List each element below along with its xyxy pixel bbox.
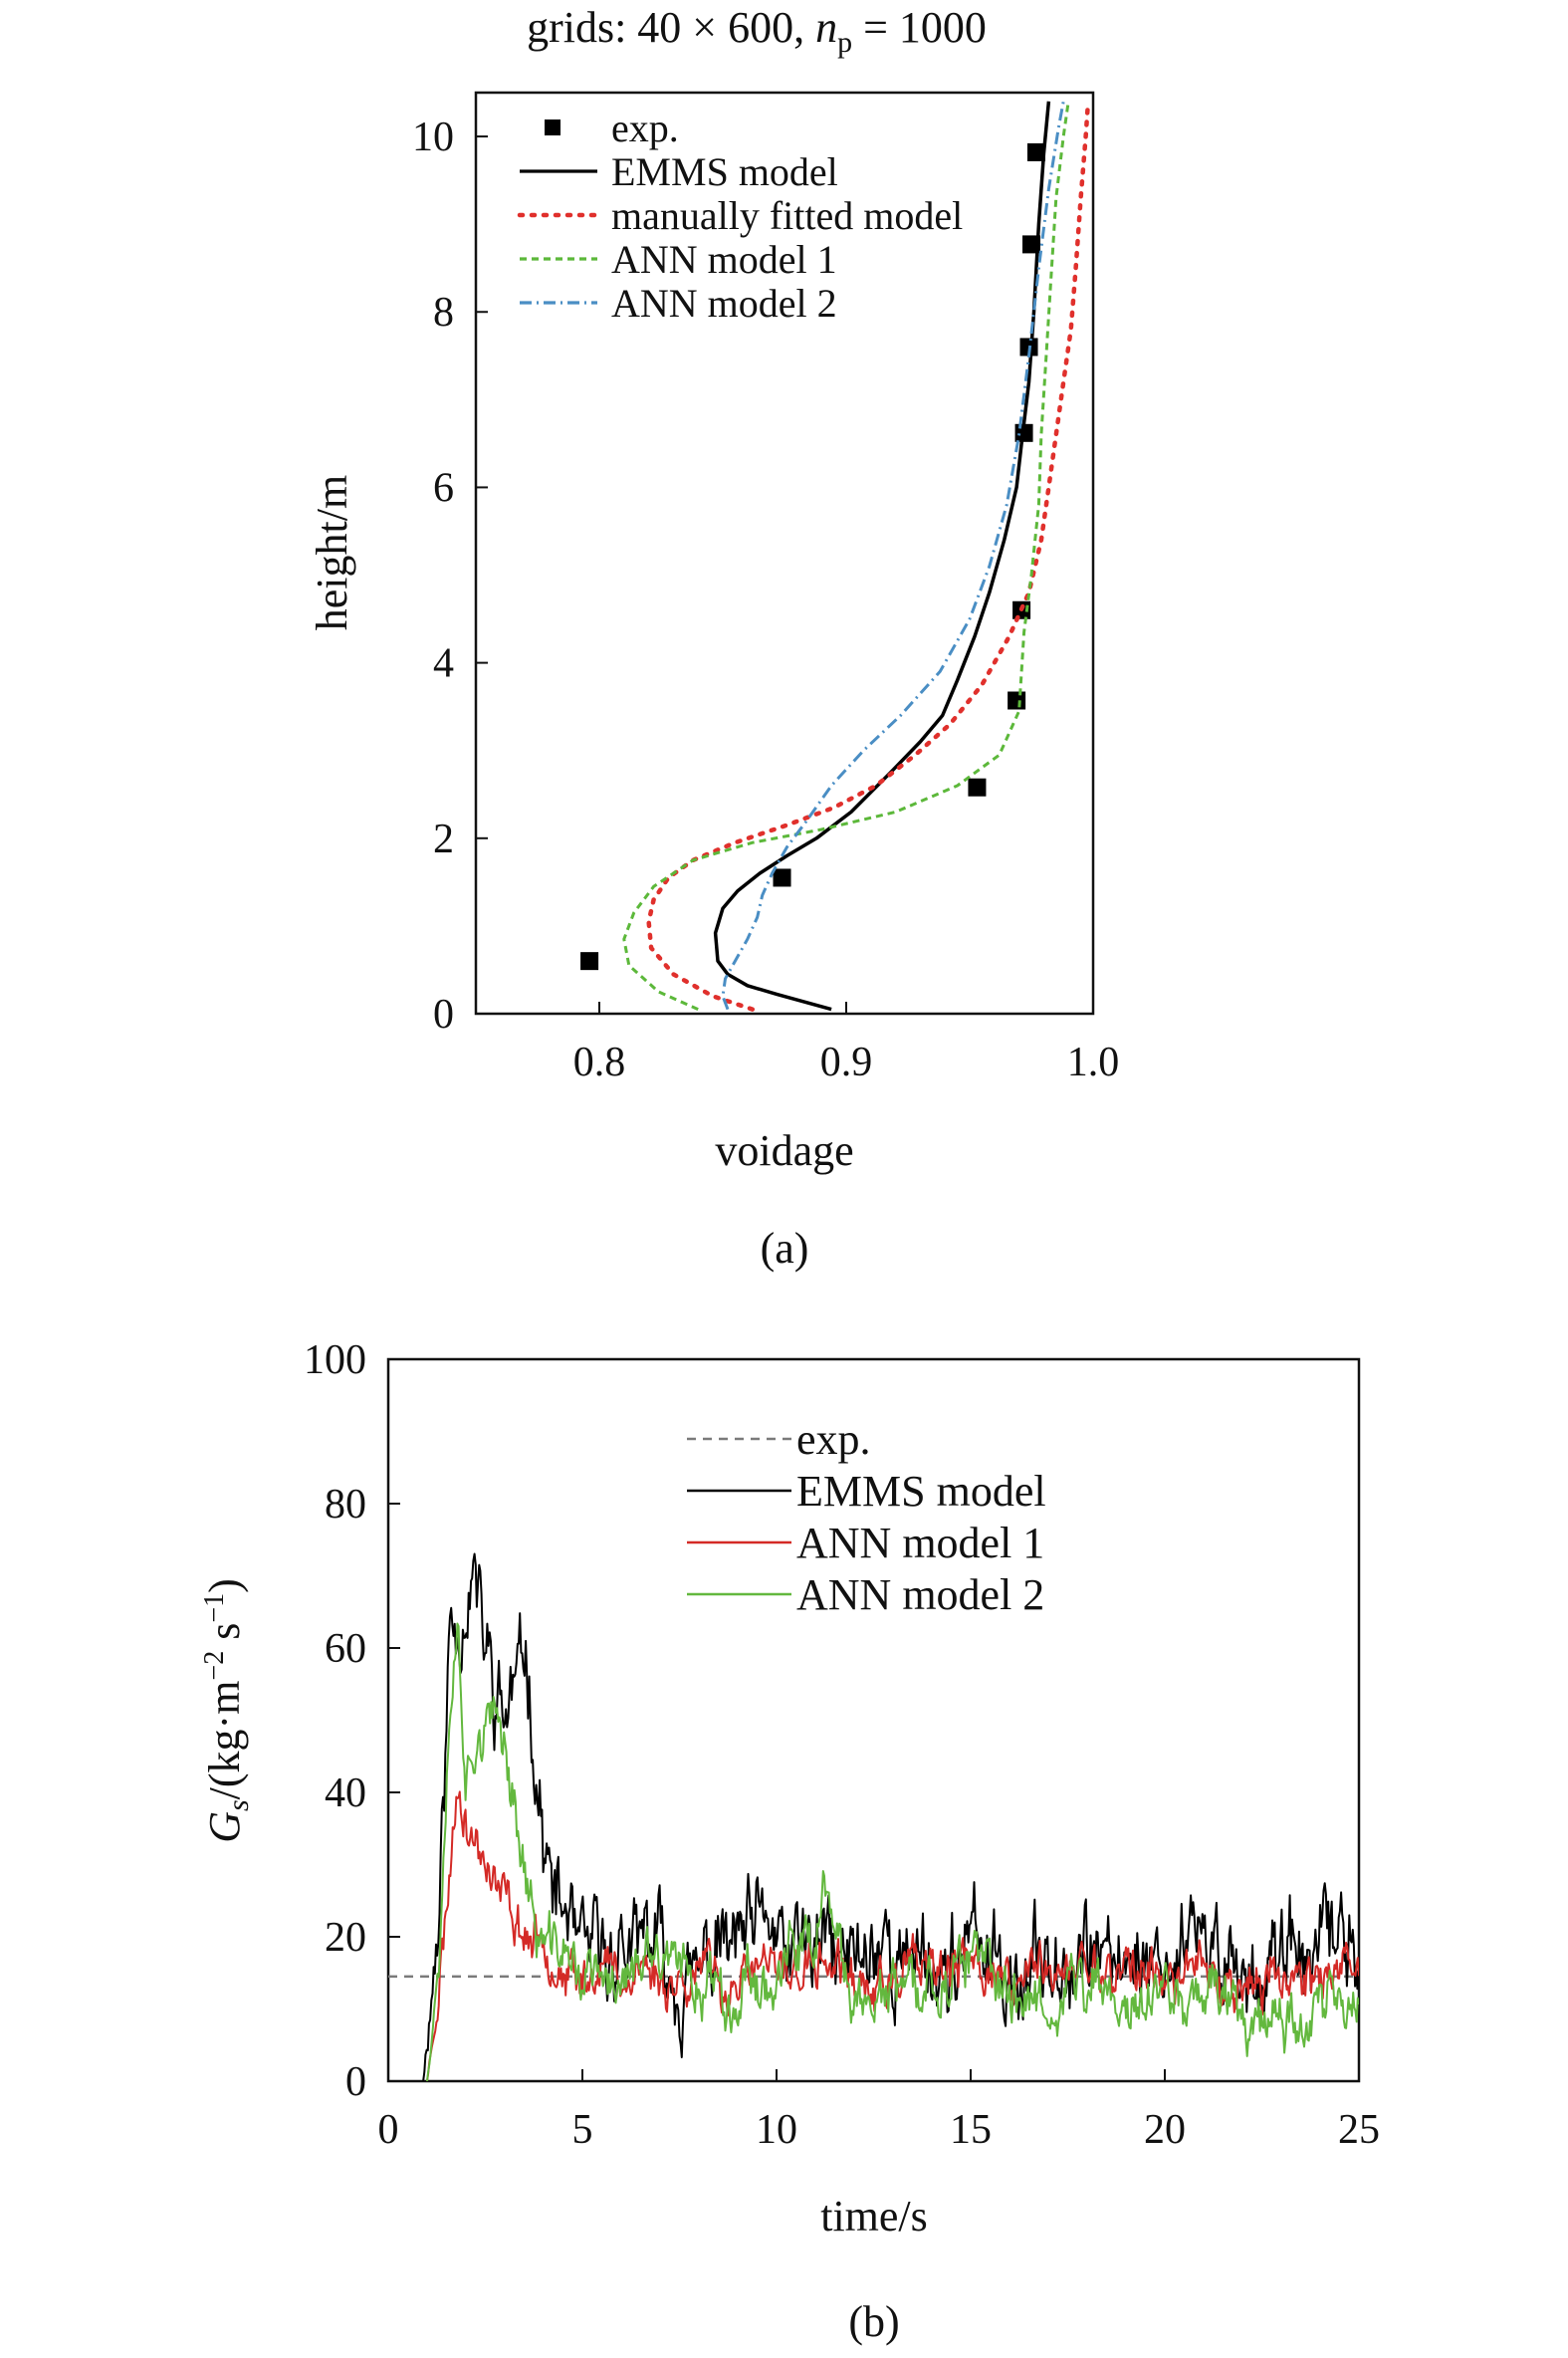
manually-fitted-model-line bbox=[646, 99, 1091, 1012]
ann-model-2-line bbox=[426, 1622, 1359, 2081]
exp-data-point bbox=[773, 868, 791, 887]
panel-b-x-tick-label: 15 bbox=[950, 2107, 992, 2153]
panel-a-y-axis: 0 2 4 6 8 10 bbox=[412, 115, 488, 1038]
exp-data-point bbox=[1008, 691, 1026, 710]
panel-b-y-tick-label: 0 bbox=[345, 2059, 366, 2105]
panel-a-y-axis-label: height/m bbox=[308, 475, 356, 630]
legend-exp-label: exp. bbox=[611, 106, 679, 150]
panel-b: 0 5 10 15 20 25 0 20 40 60 80 100 time/s Gs/(kg·m−… bbox=[199, 1337, 1380, 2346]
legend-manually-fitted-model-label: manually fitted model bbox=[611, 193, 963, 238]
panel-b-series bbox=[388, 1552, 1359, 2081]
panel-a-label: (a) bbox=[761, 1224, 809, 1273]
panel-b-x-axis: 0 5 10 15 20 25 bbox=[378, 2069, 1380, 2153]
legend-emms-model-label: EMMS model bbox=[796, 1467, 1046, 1516]
panel-a: grids: 40 × 600, np = 1000 0.8 0.9 1.0 0 2 4… bbox=[308, 3, 1119, 1273]
legend-ann-model-2-label: ANN model 2 bbox=[611, 281, 837, 326]
panel-a-y-tick-label: 10 bbox=[412, 115, 454, 160]
panel-b-x-tick-label: 5 bbox=[572, 2107, 593, 2153]
panel-a-y-tick-label: 4 bbox=[433, 641, 454, 687]
panel-a-x-tick-label: 0.8 bbox=[573, 1040, 626, 1085]
panel-a-y-tick-label: 8 bbox=[433, 290, 454, 336]
ann-model-1-line bbox=[426, 1790, 1359, 2081]
panel-b-label: (b) bbox=[848, 2297, 899, 2346]
panel-b-y-axis-label: Gs/(kg·m−2 s−1) bbox=[199, 1578, 255, 1843]
panel-a-x-axis: 0.8 0.9 1.0 bbox=[573, 1002, 1120, 1085]
exp-data-point bbox=[1026, 142, 1045, 161]
ann-model-2-line bbox=[721, 101, 1065, 1011]
panel-a-x-tick-label: 0.9 bbox=[820, 1040, 873, 1085]
panel-a-title: grids: 40 × 600, np = 1000 bbox=[527, 3, 987, 59]
panel-a-plot-frame bbox=[474, 91, 1095, 1016]
panel-b-y-tick-label: 80 bbox=[325, 1482, 366, 1528]
panel-b-y-tick-label: 60 bbox=[325, 1626, 366, 1672]
legend-ann-model-1-label: ANN model 1 bbox=[611, 237, 837, 282]
panel-b-x-tick-label: 20 bbox=[1144, 2107, 1186, 2153]
panel-a-x-tick-label: 1.0 bbox=[1067, 1040, 1120, 1085]
panel-a-y-tick-label: 0 bbox=[433, 992, 454, 1038]
panel-b-y-tick-label: 40 bbox=[325, 1770, 366, 1816]
panel-a-x-axis-label: voidage bbox=[715, 1126, 853, 1175]
panel-b-x-tick-label: 10 bbox=[756, 2107, 797, 2153]
exp-data-point bbox=[580, 952, 599, 971]
panel-b-x-tick-label: 0 bbox=[378, 2107, 399, 2153]
panel-a-y-tick-label: 6 bbox=[433, 465, 454, 511]
panel-b-x-tick-label: 25 bbox=[1338, 2107, 1380, 2153]
legend-ann-model-2-label: ANN model 2 bbox=[796, 1570, 1044, 1619]
panel-a-y-tick-label: 2 bbox=[433, 817, 454, 862]
panel-b-y-tick-label: 100 bbox=[304, 1337, 366, 1383]
legend-ann-model-1-label: ANN model 1 bbox=[796, 1519, 1044, 1567]
panel-b-y-tick-label: 20 bbox=[325, 1915, 366, 1961]
panel-b-y-axis: 0 20 40 60 80 100 bbox=[304, 1337, 400, 2105]
panel-b-plot-frame bbox=[386, 1357, 1361, 2083]
legend-emms-model-label: EMMS model bbox=[611, 149, 838, 194]
panel-b-x-axis-label: time/s bbox=[820, 2192, 928, 2240]
exp-data-point bbox=[968, 778, 987, 797]
panel-a-series bbox=[580, 99, 1091, 1012]
legend-exp-label: exp. bbox=[796, 1415, 871, 1464]
legend-exp-marker bbox=[545, 119, 560, 135]
